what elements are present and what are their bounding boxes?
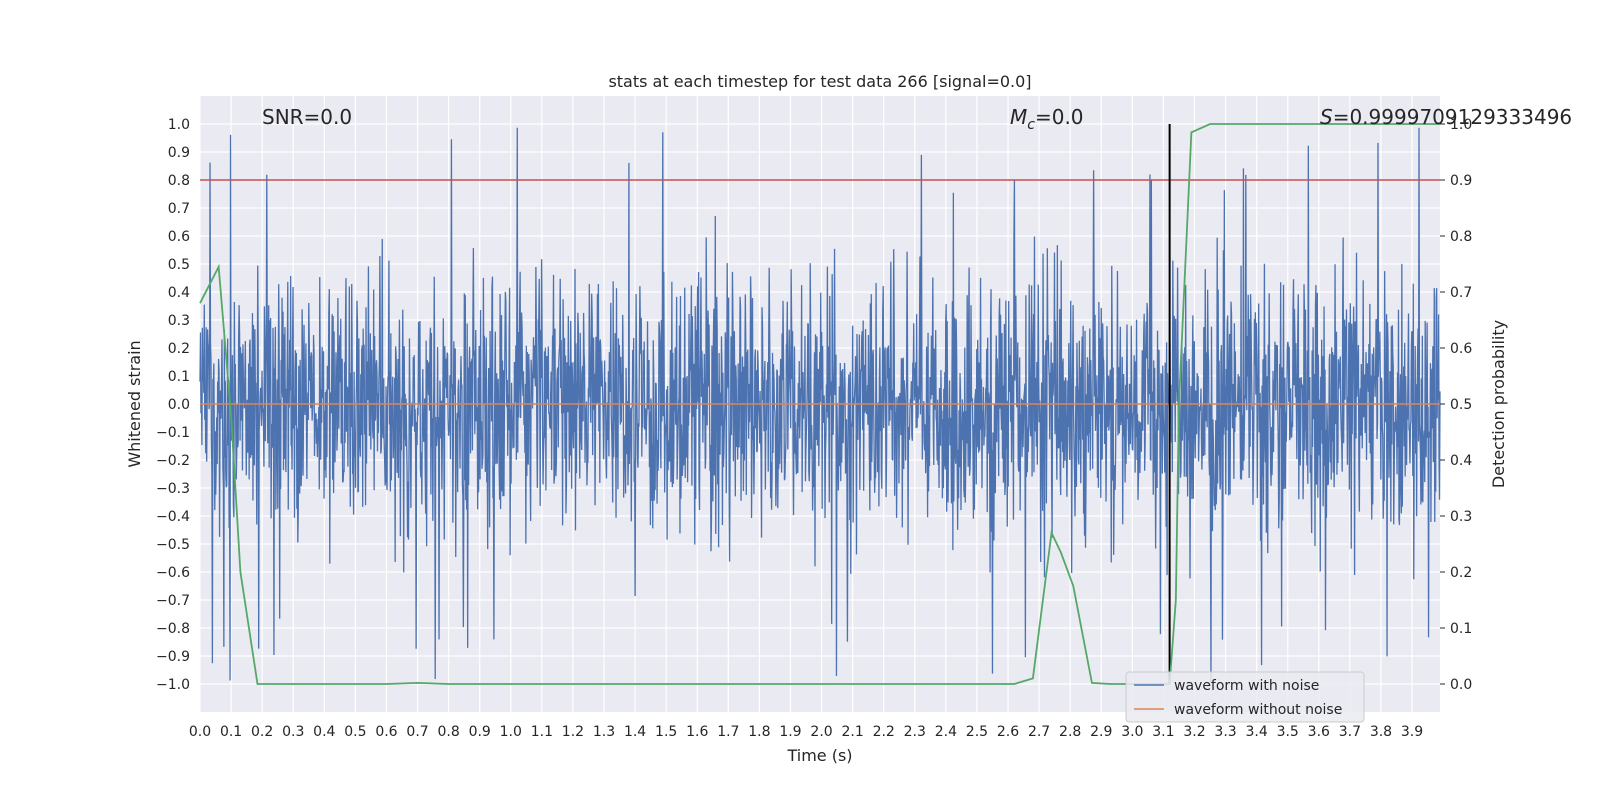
y-right-tick-label: 0.3 xyxy=(1450,509,1472,525)
y-tick-label: 0.6 xyxy=(168,229,190,245)
x-tick-label: 2.9 xyxy=(1090,724,1112,740)
y-tick-label: −0.1 xyxy=(156,425,190,441)
y-tick-label: −0.7 xyxy=(156,593,190,609)
y-tick-label: 0.9 xyxy=(168,145,190,161)
y-tick-label: 0.2 xyxy=(168,341,190,357)
s-annotation: S=0.9999709129333496 xyxy=(1320,105,1572,129)
mc-annotation: Mc=0.0 xyxy=(1010,105,1084,133)
x-tick-label: 2.7 xyxy=(1028,724,1050,740)
x-tick-label: 1.5 xyxy=(655,724,677,740)
x-tick-label: 1.4 xyxy=(624,724,646,740)
y-right-tick-label: 0.8 xyxy=(1450,229,1472,245)
x-tick-label: 0.4 xyxy=(313,724,335,740)
y-right-tick-label: 0.4 xyxy=(1450,453,1472,469)
mc-subscript: c xyxy=(1027,117,1035,133)
x-tick-label: 2.6 xyxy=(997,724,1019,740)
x-tick-label: 1.1 xyxy=(531,724,553,740)
y-tick-label: −0.8 xyxy=(156,621,190,637)
y-tick-labels: 1.0 0.9 0.8 0.7 0.6 0.5 0.4 0.3 0.2 0.1 0.0 −0.1 −0.… xyxy=(156,117,190,693)
y-tick-label: 0.5 xyxy=(168,257,190,273)
x-tick-label: 2.0 xyxy=(810,724,832,740)
x-tick-label: 0.1 xyxy=(220,724,242,740)
y-right-tick-label: 0.7 xyxy=(1450,285,1472,301)
y-right-tick-label: 0.2 xyxy=(1450,565,1472,581)
x-tick-label: 3.6 xyxy=(1308,724,1330,740)
y-tick-label: 0.1 xyxy=(168,369,190,385)
y-tick-label: 0.7 xyxy=(168,201,190,217)
legend-box xyxy=(1125,671,1365,723)
x-tick-labels: 0.0 0.1 0.2 0.3 0.4 0.5 0.6 0.7 0.8 0.9 1.0 1.1 1.2 1… xyxy=(189,724,1423,740)
y-right-axis-label: Detection probability xyxy=(1489,320,1508,488)
x-tick-label: 3.2 xyxy=(1183,724,1205,740)
x-tick-label: 1.0 xyxy=(500,724,522,740)
y-tick-label: −0.3 xyxy=(156,481,190,497)
s-value: =0.9999709129333496 xyxy=(1333,105,1572,129)
x-tick-label: 0.6 xyxy=(375,724,397,740)
legend-label-with-noise: waveform with noise xyxy=(1174,678,1319,694)
x-tick-label: 1.2 xyxy=(562,724,584,740)
legend-label-without-noise: waveform without noise xyxy=(1174,702,1342,718)
x-tick-label: 1.7 xyxy=(717,724,739,740)
x-tick-label: 3.4 xyxy=(1246,724,1268,740)
detection-probability-series xyxy=(199,123,1440,685)
x-axis-label: Time (s) xyxy=(786,746,852,765)
x-tick-label: 2.8 xyxy=(1059,724,1081,740)
x-tick-label: 3.3 xyxy=(1214,724,1236,740)
y-tick-label: −0.9 xyxy=(156,649,190,665)
x-tick-label: 0.0 xyxy=(189,724,211,740)
y-tick-label: −0.2 xyxy=(156,453,190,469)
mc-value: =0.0 xyxy=(1035,105,1084,129)
x-tick-label: 0.8 xyxy=(437,724,459,740)
x-tick-label: 1.6 xyxy=(686,724,708,740)
y-right-tick-labels: 1.0 0.9 0.8 0.7 0.6 0.5 0.4 0.3 0.2 0.1 0.0 xyxy=(1440,117,1472,693)
x-tick-label: 0.5 xyxy=(344,724,366,740)
x-tick-label: 3.5 xyxy=(1277,724,1299,740)
x-tick-label: 1.8 xyxy=(748,724,770,740)
x-tick-label: 2.3 xyxy=(904,724,926,740)
x-tick-label: 0.3 xyxy=(282,724,304,740)
snr-annotation: SNR=0.0 xyxy=(262,105,352,129)
y-tick-label: −0.4 xyxy=(156,509,190,525)
legend: waveform with noise waveform without noi… xyxy=(1125,671,1365,723)
x-tick-label: 3.8 xyxy=(1370,724,1392,740)
y-tick-label: 0.8 xyxy=(168,173,190,189)
y-right-tick-label: 1.0 xyxy=(1450,117,1472,133)
s-symbol: S xyxy=(1320,105,1333,129)
y-axis-label: Whitened strain xyxy=(125,340,144,467)
y-right-tick-label: 0.5 xyxy=(1450,397,1472,413)
x-tick-label: 0.7 xyxy=(406,724,428,740)
x-tick-label: 3.0 xyxy=(1121,724,1143,740)
y-tick-label: −0.5 xyxy=(156,537,190,553)
y-right-tick-label: 0.9 xyxy=(1450,173,1472,189)
x-tick-label: 2.4 xyxy=(935,724,957,740)
x-tick-label: 0.2 xyxy=(251,724,273,740)
chart-title: stats at each timestep for test data 266… xyxy=(608,72,1031,91)
y-tick-label: −1.0 xyxy=(156,677,190,693)
x-tick-label: 2.1 xyxy=(841,724,863,740)
y-tick-label: 0.0 xyxy=(168,397,190,413)
waveform-with-noise-series xyxy=(199,127,1441,683)
y-tick-label: 0.3 xyxy=(168,313,190,329)
waveform-with-noise-line xyxy=(199,127,1441,683)
x-tick-label: 2.2 xyxy=(873,724,895,740)
y-tick-label: 1.0 xyxy=(168,117,190,133)
x-tick-label: 1.3 xyxy=(593,724,615,740)
mc-symbol: M xyxy=(1010,105,1027,129)
y-right-tick-label: 0.1 xyxy=(1450,621,1472,637)
x-tick-label: 3.7 xyxy=(1339,724,1361,740)
x-tick-label: 1.9 xyxy=(779,724,801,740)
x-tick-label: 3.9 xyxy=(1401,724,1423,740)
x-tick-label: 3.1 xyxy=(1152,724,1174,740)
y-tick-label: −0.6 xyxy=(156,565,190,581)
y-right-tick-label: 0.6 xyxy=(1450,341,1472,357)
x-tick-label: 2.5 xyxy=(966,724,988,740)
y-tick-label: 0.4 xyxy=(168,285,190,301)
x-tick-label: 0.9 xyxy=(469,724,491,740)
y-right-tick-label: 0.0 xyxy=(1450,677,1472,693)
